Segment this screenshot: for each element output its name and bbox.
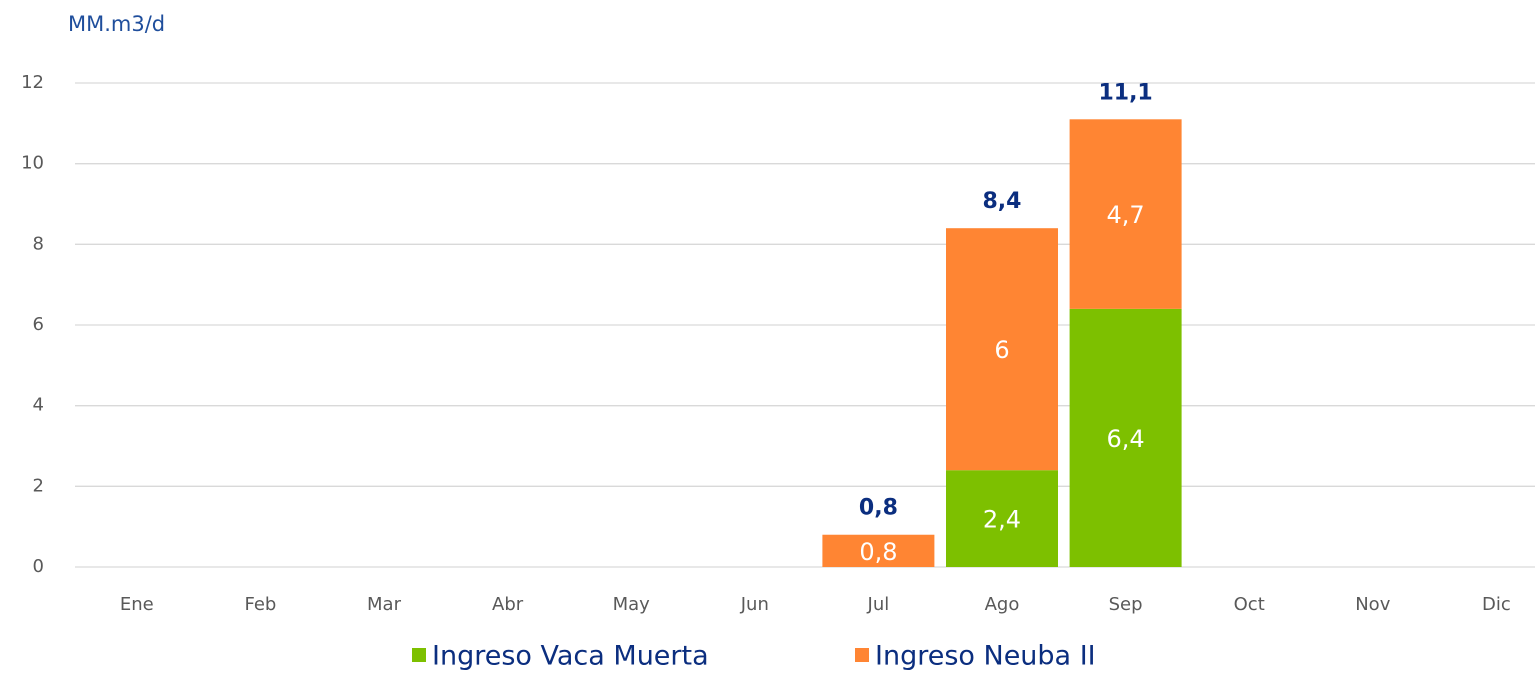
data-label: 6 bbox=[994, 336, 1009, 364]
y-tick-label: 6 bbox=[33, 314, 44, 335]
x-tick-label: Jun bbox=[740, 594, 769, 615]
x-tick-label: Ago bbox=[985, 594, 1020, 615]
bar-segment bbox=[822, 534, 935, 567]
x-tick-label: Dic bbox=[1482, 594, 1511, 615]
legend-swatch bbox=[412, 648, 426, 662]
x-tick-label: Feb bbox=[244, 594, 276, 615]
x-tick-label: Jul bbox=[867, 594, 890, 615]
total-label: 11,1 bbox=[1098, 80, 1152, 105]
y-tick-label: 2 bbox=[33, 475, 44, 496]
bar-segment bbox=[1069, 119, 1182, 309]
data-label: 2,4 bbox=[983, 506, 1021, 534]
y-tick-label: 0 bbox=[33, 556, 44, 577]
bar-segment bbox=[946, 228, 1058, 471]
x-tick-label: Abr bbox=[492, 594, 524, 615]
bar-segment bbox=[946, 470, 1058, 567]
y-tick-label: 8 bbox=[33, 233, 44, 254]
y-tick-label: 10 bbox=[21, 153, 44, 174]
total-label: 8,4 bbox=[983, 189, 1022, 214]
x-tick-label: Mar bbox=[367, 594, 402, 615]
x-tick-label: Ene bbox=[120, 594, 154, 615]
x-tick-label: May bbox=[613, 594, 651, 615]
x-tick-label: Sep bbox=[1109, 594, 1143, 615]
data-label: 0,8 bbox=[859, 538, 897, 566]
y-axis-label: MM.m3/d bbox=[68, 12, 165, 36]
legend-swatch bbox=[855, 648, 869, 662]
total-label: 0,8 bbox=[859, 496, 898, 521]
legend-label: Ingreso Vaca Muerta bbox=[432, 641, 709, 672]
y-tick-label: 4 bbox=[33, 395, 44, 416]
data-label: 4,7 bbox=[1107, 201, 1145, 229]
x-tick-label: Nov bbox=[1355, 594, 1390, 615]
data-label: 6,4 bbox=[1107, 425, 1145, 453]
x-tick-label: Oct bbox=[1234, 594, 1265, 615]
legend-label: Ingreso Neuba II bbox=[875, 641, 1096, 672]
bar-segment bbox=[1069, 308, 1182, 567]
y-tick-label: 12 bbox=[21, 72, 44, 93]
